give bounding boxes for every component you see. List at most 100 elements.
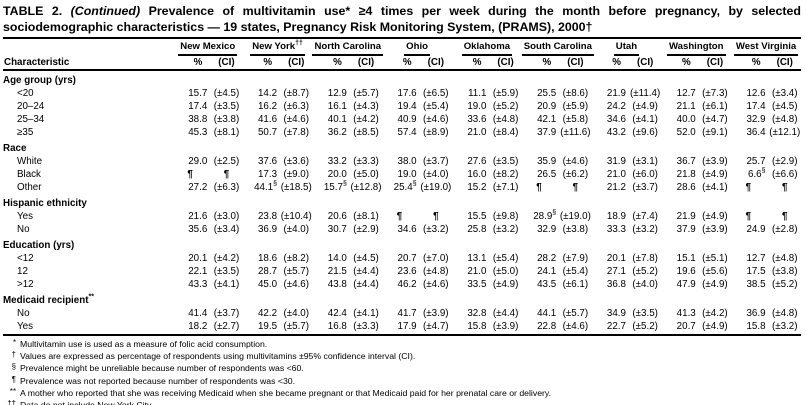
pct-cell: 33.5 (467, 279, 487, 290)
pct-cell: 41.4 (188, 308, 208, 319)
ci-cell: (±7.4) (632, 211, 658, 222)
ci-cell: (±2.9) (772, 156, 798, 167)
ci-cell: (±4.0) (632, 279, 658, 290)
footnote: †† Data do not include New York City. (3, 399, 801, 405)
ci-cell: (±5.7) (562, 308, 589, 319)
pct-cell: 18.6 (257, 253, 278, 264)
pct-cell: 44.1 (537, 308, 557, 319)
section-label: Race (3, 143, 27, 154)
pct-cell: 32.9 (746, 114, 766, 125)
ci-cell: (±3.6) (283, 156, 310, 167)
state-column-header: West Virginia (731, 40, 801, 56)
pct-cell: 22.8 (537, 321, 557, 332)
ci-cell: (±4.0) (283, 308, 310, 319)
unreliable-marker: § (412, 180, 417, 188)
ci-cell: (±4.8) (492, 114, 519, 125)
ci-cell: (±4.0) (283, 224, 310, 235)
ci-cell: (±8.1) (213, 127, 240, 138)
pct-cell: 38.8 (188, 114, 208, 125)
percent-header: % (661, 56, 699, 71)
pct-cell: 57.4 (397, 127, 417, 138)
ci-cell: (±3.2) (772, 321, 798, 332)
percent-header: % (591, 56, 629, 71)
pct-cell: 27.2 (188, 182, 208, 193)
ci-cell: (±6.2) (562, 169, 589, 180)
prevalence-table: New Mexico New York†† North Carolina Ohio Ok… (3, 40, 801, 333)
footnotes-section: * Multivitamin use is used as a measure o… (3, 338, 801, 405)
ci-header: (CI) (349, 56, 383, 71)
pct-cell: 24.9 (746, 224, 766, 235)
row-label: <12 (17, 253, 34, 264)
ci-cell: (±10.4) (280, 211, 312, 222)
measure-header-row: Characteristic% (CI)% (CI)% (CI)% (CI)% (CI)%… (3, 56, 801, 71)
ci-header: (CI) (628, 56, 662, 71)
pct-cell: ¶ (396, 211, 403, 222)
table-row: No 35.6 (±3.4) 36.9 (±4.0) 30.7 (±2.9) 34.6 (±3.… (3, 223, 801, 236)
state-name: Ohio (404, 40, 431, 56)
table-title-continued: (Continued) (70, 4, 141, 18)
pct-cell: 28.7 (257, 266, 278, 277)
pct-cell: 15.8 (467, 321, 487, 332)
pct-cell: 21.1 (676, 101, 696, 112)
ci-cell: (±4.8) (772, 253, 798, 264)
pct-cell: 31.9 (606, 156, 626, 167)
pct-cell: 50.7 (257, 127, 278, 138)
pct-cell: 15.1 (676, 253, 696, 264)
pct-cell: 19.0 (467, 101, 487, 112)
pct-cell: 20.7 (397, 253, 417, 264)
pct-cell: 41.3 (676, 308, 696, 319)
pct-cell: 45.0 (257, 279, 278, 290)
ci-cell: (±4.6) (283, 114, 310, 125)
ci-cell: (±3.8) (562, 224, 589, 235)
section-header-row: Age group (yrs) (3, 70, 801, 87)
pct-cell: 33.6 (467, 114, 487, 125)
state-column-header: Utah (592, 40, 662, 56)
pct-cell: 21.0 (467, 127, 487, 138)
characteristic-header: Characteristic (3, 56, 173, 71)
ci-cell: (±4.5) (353, 253, 379, 264)
pct-cell: 15.2 (467, 182, 487, 193)
pct-cell: 15.7 (188, 88, 208, 99)
section-label: Education (yrs) (3, 240, 75, 251)
row-label: Yes (17, 321, 33, 332)
ci-cell: (±4.9) (702, 211, 728, 222)
pct-cell: 45.3 (188, 127, 208, 138)
row-label: Black (17, 169, 41, 180)
percent-header: % (452, 56, 490, 71)
row-label: Yes (17, 211, 33, 222)
pct-cell: 12.6 (746, 88, 766, 99)
pct-cell: 30.7 (327, 224, 347, 235)
table-row: White 29.0 (±2.5) 37.6 (±3.6) 33.2 (±3.3) 38.0 (… (3, 155, 801, 168)
state-name: Washington (666, 40, 726, 56)
state-name: Oklahoma (461, 40, 513, 56)
pct-cell: 37.9 (676, 224, 696, 235)
section-label: Hispanic ethnicity (3, 198, 87, 209)
ci-header: (CI) (489, 56, 522, 71)
ci-cell: (±5.2) (772, 279, 798, 290)
pct-cell: 19.5 (257, 321, 278, 332)
state-name: North Carolina (312, 40, 384, 56)
ci-cell: (±5.2) (632, 321, 658, 332)
pct-cell: 43.3 (188, 279, 208, 290)
pct-cell: 19.6 (676, 266, 696, 277)
pct-cell: 43.8 (327, 279, 347, 290)
pct-cell: 36.7 (676, 156, 696, 167)
pct-cell: 24.1 (537, 266, 557, 277)
footnote-marker: * (12, 338, 16, 347)
state-column-header: New Mexico (173, 40, 243, 56)
ci-header: (CI) (419, 56, 452, 71)
table-bottom-rule (3, 334, 801, 336)
pct-cell: 40.9 (397, 114, 417, 125)
ci-cell: ¶ (572, 182, 579, 193)
ci-header: (CI) (768, 56, 801, 71)
percent-header: % (521, 56, 560, 71)
ci-cell: (±9.6) (632, 127, 658, 138)
ci-cell: (±3.0) (213, 211, 240, 222)
pct-cell: 36.8 (606, 279, 626, 290)
table-row: Yes 21.6 (±3.0) 23.8 (±10.4) 20.6 (±8.1) ¶ ¶ 15.5… (3, 210, 801, 223)
pct-cell: 25.8 (467, 224, 487, 235)
ci-cell: (±4.9) (702, 279, 728, 290)
ci-cell: (±4.7) (702, 114, 728, 125)
footnote: § Prevalence might be unreliable because … (3, 362, 801, 374)
